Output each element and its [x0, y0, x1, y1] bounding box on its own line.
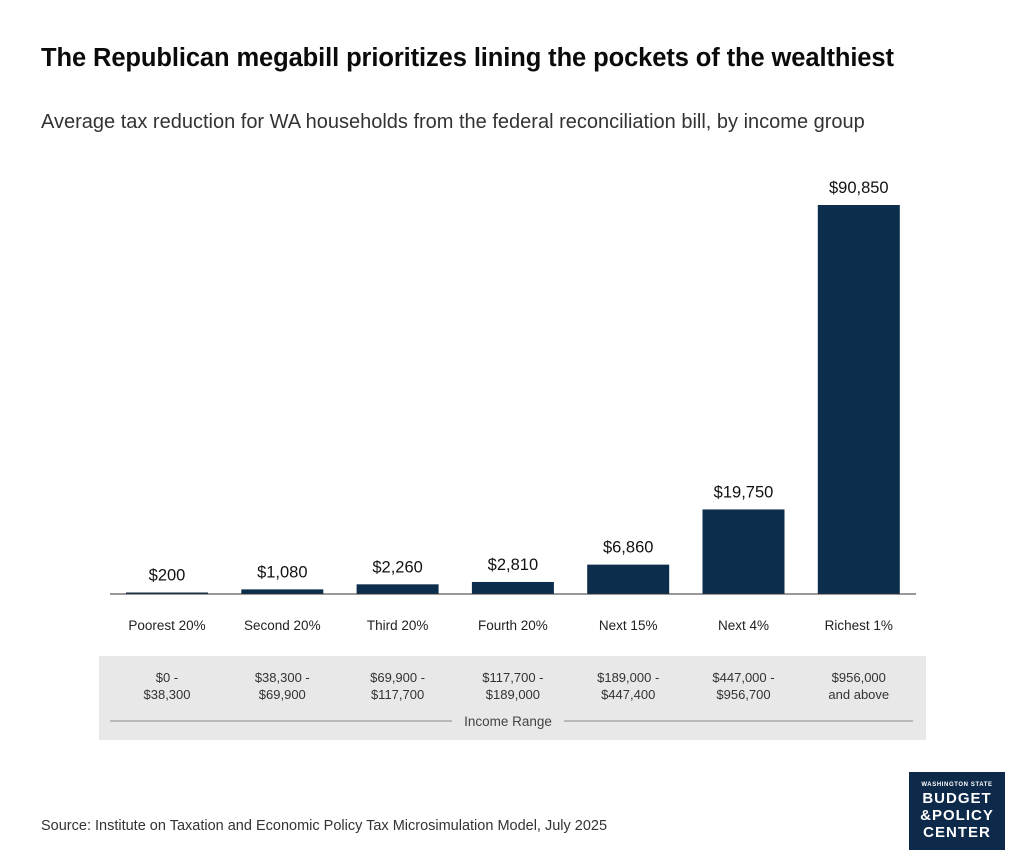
category-label-1: Poorest 20% — [128, 618, 205, 633]
chart-title: The Republican megabill prioritizes lini… — [41, 44, 894, 72]
budget-policy-center-logo: WASHINGTON STATE BUDGET &POLICY CENTER — [909, 772, 1005, 850]
income-range-line1-7: $956,000 — [832, 670, 886, 685]
category-label-7: Richest 1% — [825, 618, 893, 633]
income-range-line2-7: and above — [828, 687, 889, 702]
bar-1 — [126, 592, 208, 594]
bar-6 — [702, 509, 785, 594]
value-label-6: $19,750 — [714, 483, 774, 501]
value-label-1: $200 — [149, 567, 186, 585]
logo-line-2: &POLICY — [920, 806, 994, 824]
value-label-7: $90,850 — [829, 179, 889, 197]
value-label-4: $2,810 — [488, 556, 538, 574]
bar-4 — [471, 581, 554, 594]
income-range-line2-1: $38,300 — [144, 687, 191, 702]
income-range-line2-3: $117,700 — [371, 687, 424, 702]
income-range-line1-6: $447,000 - — [712, 670, 774, 685]
chart-subtitle: Average tax reduction for WA households … — [41, 111, 865, 133]
income-range-line2-2: $69,900 — [259, 687, 306, 702]
bar-3 — [356, 584, 439, 594]
category-label-4: Fourth 20% — [478, 618, 548, 633]
income-range-line1-1: $0 - — [156, 670, 178, 685]
category-label-2: Second 20% — [244, 618, 321, 633]
bar-5 — [587, 564, 670, 594]
source-note: Source: Institute on Taxation and Econom… — [41, 818, 608, 834]
income-range-label: Income Range — [464, 714, 552, 729]
income-range-line1-3: $69,900 - — [370, 670, 425, 685]
value-label-2: $1,080 — [257, 563, 307, 581]
income-range-line1-5: $189,000 - — [597, 670, 659, 685]
income-range-line2-6: $956,700 — [716, 687, 770, 702]
income-range-band — [99, 656, 926, 740]
income-range-line1-2: $38,300 - — [255, 670, 310, 685]
category-label-6: Next 4% — [718, 618, 769, 633]
logo-state-text: WASHINGTON STATE — [921, 781, 993, 788]
income-range-line2-4: $189,000 — [486, 687, 540, 702]
income-range-line2-5: $447,400 — [601, 687, 655, 702]
bar-7 — [817, 205, 900, 594]
logo-line-3: CENTER — [923, 823, 991, 841]
value-label-3: $2,260 — [372, 558, 422, 576]
category-label-5: Next 15% — [599, 618, 658, 633]
bar-2 — [241, 589, 324, 594]
income-range-line1-4: $117,700 - — [482, 670, 543, 685]
bar-chart: Income Range $200 Poorest 20% $0 - $38,300 $… — [99, 179, 926, 740]
category-label-3: Third 20% — [367, 618, 429, 633]
value-label-5: $6,860 — [603, 539, 653, 557]
logo-line-1: BUDGET — [922, 789, 992, 807]
